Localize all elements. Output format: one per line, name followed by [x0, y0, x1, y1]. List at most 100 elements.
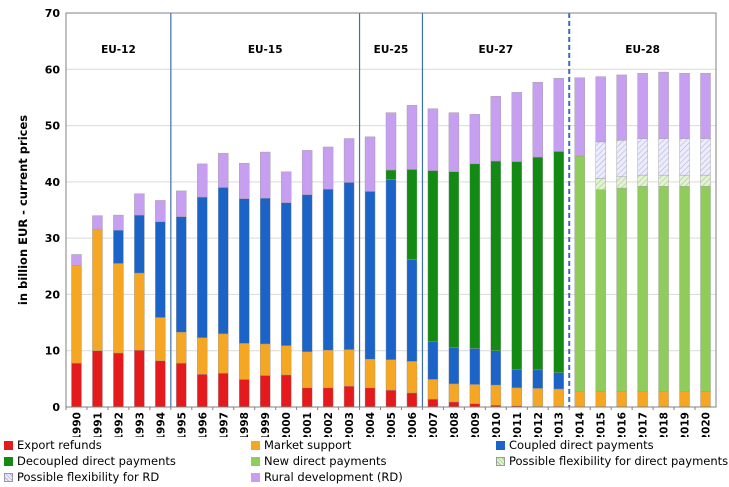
legend-item: Possible flexibility for RD	[4, 470, 159, 484]
period-label: EU-12	[101, 44, 136, 56]
bar-segment	[364, 387, 376, 408]
bar-segment	[595, 178, 606, 190]
bar-segment	[553, 151, 564, 373]
x-tick-label: 2016	[617, 412, 629, 437]
bar-segment	[406, 361, 418, 394]
bar-segment	[322, 387, 334, 408]
bar-segment	[637, 186, 648, 393]
bar-segment	[595, 189, 606, 393]
bar-segment	[343, 182, 355, 350]
bar-segment	[218, 187, 229, 335]
bar-segment	[490, 160, 502, 351]
period-label: EU-15	[248, 44, 283, 56]
x-tick-label: 2013	[554, 412, 566, 437]
bar-segment	[343, 138, 355, 183]
bar-segment	[176, 216, 187, 333]
x-tick-label: 1991	[92, 412, 104, 437]
legend-item: Export refunds	[4, 438, 102, 452]
bar-segment	[113, 230, 124, 264]
legend-label: Export refunds	[17, 438, 102, 452]
bar-segment	[259, 151, 271, 199]
bar-segment	[700, 73, 711, 139]
bar-segment	[176, 190, 187, 217]
bar-segment	[679, 391, 690, 408]
y-tick-label: 30	[45, 232, 61, 245]
bar-segment	[616, 187, 627, 393]
bar-segment	[259, 343, 271, 376]
legend-swatch	[4, 472, 13, 482]
legend-label: Decoupled direct payments	[17, 454, 176, 468]
legend-label: Market support	[264, 438, 352, 452]
bar-segment	[427, 341, 439, 380]
bar-segment	[385, 112, 397, 171]
y-tick-label: 10	[45, 345, 61, 358]
bar-segment	[301, 351, 313, 389]
legend-label: Possible flexibility for RD	[17, 470, 160, 484]
x-tick-label: 1990	[71, 412, 83, 437]
bar-segment	[406, 169, 418, 260]
legend-label: Coupled direct payments	[509, 438, 654, 452]
bar-segment	[134, 214, 145, 274]
bar-segment	[427, 398, 439, 408]
bar-segment	[71, 264, 82, 364]
legend-label: New direct payments	[264, 454, 387, 468]
x-tick-label: 1992	[113, 412, 125, 437]
bar-segment	[343, 385, 355, 408]
bar-segment	[239, 163, 250, 199]
bar-segment	[532, 388, 543, 407]
x-tick-label: 2015	[596, 412, 608, 437]
bar-segment	[322, 188, 334, 351]
cap-expenditure-chart: 0 10 20 30 40 50 60 70 1990 1991 1992 1993 1994 1995 1…	[16, 7, 717, 437]
bar-segment	[553, 388, 564, 407]
bar-segment	[197, 374, 208, 408]
x-tick-label: 1996	[197, 412, 209, 437]
legend-item: Market support	[251, 438, 351, 452]
legend-swatch	[4, 440, 13, 450]
bar-segment	[700, 391, 711, 408]
bar-segment	[637, 174, 648, 187]
x-tick-label: 2004	[365, 412, 377, 437]
bar-segment	[280, 171, 292, 203]
period-label: EU-28	[625, 44, 660, 56]
legend-label: Rural development (RD)	[264, 470, 403, 484]
x-tick-label: 2007	[428, 412, 440, 437]
period-label: EU-27	[479, 44, 514, 56]
bar-segment	[113, 263, 124, 354]
legend-swatch	[4, 456, 13, 466]
bar-segment	[155, 200, 166, 223]
bar-segment	[448, 112, 460, 172]
x-tick-label: 2014	[575, 412, 587, 437]
x-tick-label: 2011	[512, 412, 524, 437]
bar-segment	[658, 174, 669, 187]
bar-segment	[532, 82, 543, 158]
y-tick-label: 60	[45, 63, 61, 76]
bar-segment	[197, 337, 208, 375]
bar-segment	[92, 350, 103, 408]
bar-segment	[679, 138, 690, 176]
bar-segment	[280, 202, 292, 346]
bar-segment	[155, 360, 166, 408]
legend-item: Rural development (RD)	[251, 470, 403, 484]
bar-segment	[301, 150, 313, 196]
bar-segment	[71, 254, 82, 266]
bar-segment	[92, 215, 103, 230]
x-tick-label: 1999	[260, 412, 272, 437]
bar-segment	[218, 152, 229, 188]
bar-segment	[469, 348, 481, 385]
bar-segment	[553, 372, 564, 390]
bar-segment	[553, 78, 564, 152]
bar-segment	[406, 392, 418, 408]
x-tick-label: 1994	[155, 412, 167, 437]
legend-label: Possible flexibility for direct payments	[509, 454, 729, 468]
bar-segment	[448, 347, 460, 385]
bar-segment	[490, 350, 502, 386]
bar-segment	[637, 73, 648, 139]
bar-segment	[469, 384, 481, 404]
x-tick-label: 2017	[638, 412, 650, 437]
legend-swatch	[251, 472, 260, 482]
bar-segment	[176, 362, 187, 408]
bar-segment	[511, 369, 523, 389]
bar-segment	[574, 391, 585, 408]
x-tick-label: 2000	[281, 412, 293, 437]
bar-segment	[280, 345, 292, 376]
